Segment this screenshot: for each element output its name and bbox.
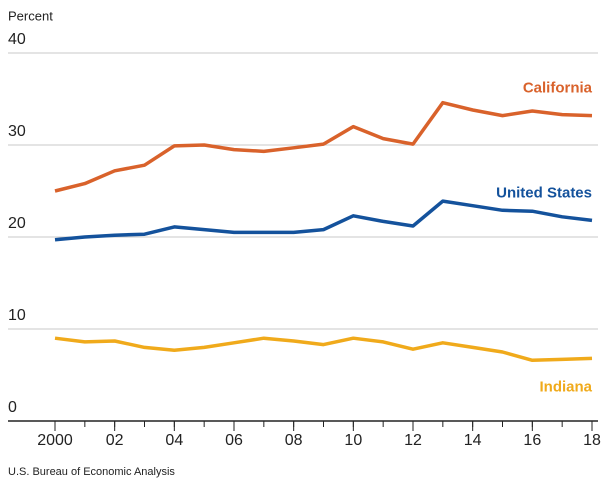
x-tick-label: 08 [285,432,303,449]
series-line [54,199,593,242]
y-tick-label: 40 [8,31,26,48]
x-tick-label: 2000 [37,432,73,449]
y-tick-label: 20 [8,215,26,232]
x-tick-label: 06 [225,432,243,449]
x-tick-label: 14 [464,432,482,449]
y-axis-label: Percent [8,8,53,23]
x-tick-label: 10 [344,432,362,449]
source: U.S. Bureau of Economic Analysis [8,466,175,478]
x-tick-label: 18 [583,432,601,449]
x-tick-label: 16 [523,432,541,449]
series-label: California [523,80,593,97]
x-tick-label: 12 [404,432,422,449]
y-tick-label: 30 [8,123,26,140]
y-tick-label: 10 [8,307,26,324]
series-label: Indiana [539,378,592,395]
x-tick-label: 02 [106,432,124,449]
series-line [54,100,593,193]
series-line [54,336,593,363]
y-tick-label: 0 [8,399,17,416]
x-tick-label: 04 [165,432,183,449]
series-label: United States [496,184,592,201]
